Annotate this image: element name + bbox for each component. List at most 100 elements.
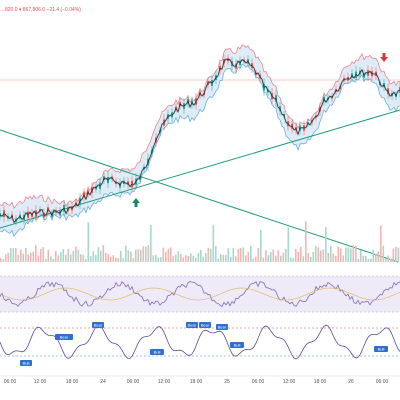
bear-badge-label: Bear xyxy=(94,323,103,328)
volume-bar xyxy=(370,258,372,262)
bull-badge-label: Bull xyxy=(378,347,385,352)
time-axis-label: 18:00 xyxy=(313,379,327,385)
volume-bar xyxy=(367,258,370,262)
volume-bar xyxy=(252,258,255,262)
volume-bar xyxy=(187,255,190,262)
volume-bar xyxy=(380,225,382,262)
volume-bar xyxy=(362,255,365,262)
volume-bar xyxy=(275,255,277,262)
bull-badge[interactable]: Bull xyxy=(20,360,32,366)
volume-bar xyxy=(212,225,215,262)
bear-badge[interactable]: Bear xyxy=(216,324,228,330)
volume-bar xyxy=(147,245,150,262)
volume-bar xyxy=(382,245,385,262)
time-axis-label: 24 xyxy=(100,379,106,385)
bull-badge[interactable]: Bull xyxy=(374,346,388,352)
time-axis-label: 18:00 xyxy=(189,379,203,385)
volume-bar xyxy=(360,250,362,262)
bear-badge[interactable]: Bear xyxy=(199,322,211,328)
volume-bar xyxy=(27,254,30,262)
sell-signal-arrow-icon xyxy=(380,53,388,62)
time-axis-label: 18:00 xyxy=(65,379,79,385)
volume-bar xyxy=(102,245,105,262)
bear-badge-label: Bear xyxy=(60,335,69,340)
volume-bar xyxy=(7,252,10,262)
bull-badge[interactable]: Bull xyxy=(150,349,164,355)
volume-bar xyxy=(92,251,95,262)
volume-bar xyxy=(277,250,280,262)
volume-bar xyxy=(122,257,125,262)
volume-bar xyxy=(287,227,290,262)
volume-bar xyxy=(207,247,210,262)
time-axis-label: 06:00 xyxy=(375,379,389,385)
bull-badge-label: Bull xyxy=(154,350,161,355)
volume-bar xyxy=(237,249,240,262)
volume-bar xyxy=(180,254,182,262)
volume-bar xyxy=(377,251,380,262)
bear-badge-label: Bear xyxy=(201,323,210,328)
volume-bar xyxy=(112,255,115,262)
volume-bar xyxy=(60,252,62,262)
volume-bar xyxy=(262,257,265,262)
volume-bar xyxy=(215,245,217,262)
volume-bar xyxy=(57,255,60,262)
volume-bar xyxy=(250,245,252,262)
volume-bar xyxy=(190,253,192,262)
volume-bar xyxy=(32,251,35,262)
volume-bar xyxy=(292,258,295,262)
volume-bar xyxy=(25,247,27,262)
volume-bar xyxy=(352,245,355,262)
volume-bar xyxy=(322,249,325,262)
volume-bar xyxy=(307,253,310,262)
divergence-badges: Bear Bear Bear Bear Bear Bull xyxy=(20,322,388,366)
volume-bar xyxy=(130,251,132,262)
time-axis-label: 12:00 xyxy=(282,379,296,385)
volume-bar xyxy=(75,246,77,262)
volume-bar xyxy=(255,256,257,262)
volume-bar xyxy=(347,247,350,262)
volume-bar xyxy=(285,248,287,262)
volume-bar xyxy=(35,245,37,262)
time-axis-label: 26 xyxy=(348,379,354,385)
bear-badge[interactable]: Bear xyxy=(186,322,198,328)
volume-bar xyxy=(152,255,155,262)
volume-bar xyxy=(107,253,110,262)
volume-bar xyxy=(385,258,387,262)
bear-badge-label: Bear xyxy=(218,325,227,330)
volume-bar xyxy=(305,221,307,262)
volume-bar xyxy=(95,254,97,262)
volume-bar xyxy=(205,253,207,262)
volume-bar xyxy=(220,254,222,262)
band-lower-line xyxy=(0,64,400,237)
volume-bar xyxy=(77,249,80,262)
volume-bar xyxy=(5,254,7,262)
volume-bar xyxy=(295,248,297,262)
volume-bar xyxy=(125,245,127,262)
volume-bar xyxy=(230,257,232,262)
volume-bar xyxy=(387,255,390,262)
volume-bar xyxy=(105,252,107,262)
volume-bar xyxy=(185,255,187,262)
volume-bar xyxy=(297,251,300,262)
volume-bar xyxy=(20,249,22,262)
volume-bar xyxy=(342,255,345,262)
volume-bar xyxy=(137,249,140,262)
volume-bar xyxy=(22,253,25,262)
volume-bar xyxy=(62,249,65,262)
volume-bar xyxy=(82,254,85,262)
bear-badge[interactable]: Bear xyxy=(92,322,104,328)
volume-bar xyxy=(157,257,160,262)
volume-bar xyxy=(45,258,47,262)
volume-bar xyxy=(330,246,332,262)
rsi-line xyxy=(0,281,400,308)
volume-bar xyxy=(355,246,357,262)
volume-bar xyxy=(257,247,260,262)
bear-badge[interactable]: Bear xyxy=(55,334,73,340)
volume-bar xyxy=(350,248,352,262)
ascending-trendline[interactable] xyxy=(0,109,400,229)
bull-badge-label: Bull xyxy=(23,361,30,366)
descending-trendline[interactable] xyxy=(0,129,399,263)
bull-badge[interactable]: Bull xyxy=(230,342,244,348)
volume-bar xyxy=(225,254,227,262)
